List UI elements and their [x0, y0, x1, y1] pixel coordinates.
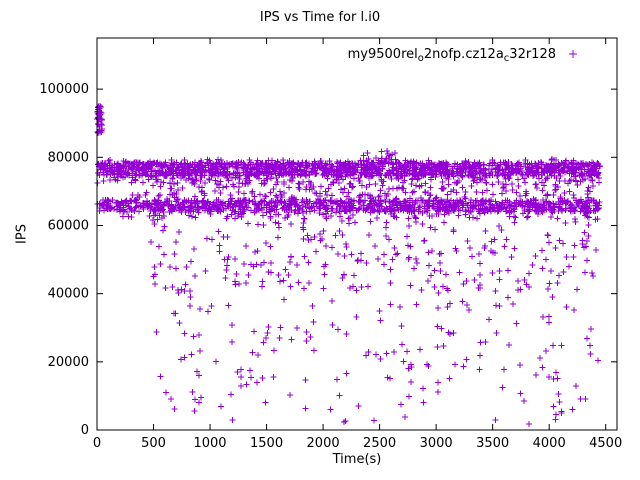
legend-label: my9500relo2nofp.cz12ac32r128: [348, 47, 556, 64]
chart-title: IPS vs Time for l.i0: [259, 10, 381, 25]
x-tick-label: 4000: [533, 436, 566, 451]
x-tick-label: 3000: [420, 436, 453, 451]
y-tick-label: 80000: [48, 150, 89, 165]
legend-marker-plus: [569, 50, 577, 58]
x-axis-label: Time(s): [332, 452, 382, 467]
scatter-points: [94, 103, 603, 427]
y-tick-label: 100000: [39, 82, 89, 97]
x-tick-label: 1000: [193, 436, 226, 451]
x-tick-label: 0: [93, 436, 101, 451]
x-tick-label: 1500: [250, 436, 283, 451]
x-tick-label: 4500: [589, 436, 622, 451]
y-tick-label: 0: [81, 423, 89, 438]
x-tick-label: 500: [141, 436, 166, 451]
y-tick-label: 40000: [48, 287, 89, 302]
x-tick-label: 2500: [363, 436, 396, 451]
y-tick-label: 20000: [48, 355, 89, 370]
plot-border: [96, 37, 618, 431]
x-tick-label: 2000: [307, 436, 340, 451]
x-tick-label: 3500: [476, 436, 509, 451]
y-tick-label: 60000: [48, 218, 89, 233]
